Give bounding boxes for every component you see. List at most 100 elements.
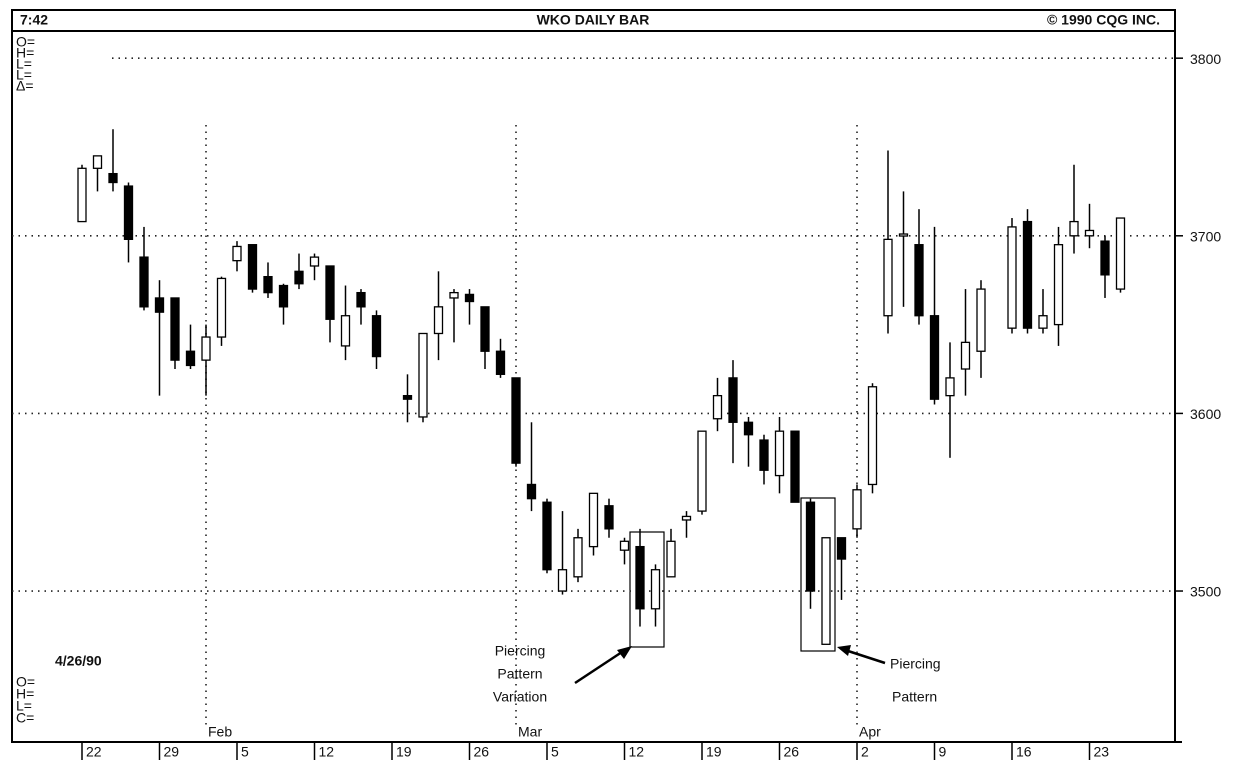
ohlc-label: Δ= <box>16 78 34 94</box>
candle-body <box>805 501 816 592</box>
candle-body <box>635 545 645 610</box>
candle-body <box>309 256 320 267</box>
chart-title: WKO DAILY BAR <box>537 12 650 28</box>
time: 7:42 <box>20 12 48 28</box>
candle-body <box>201 336 211 361</box>
candle-body <box>371 315 382 358</box>
x-tick-label: 22 <box>86 744 102 760</box>
x-tick-label: 9 <box>939 744 947 760</box>
candle-body <box>1022 220 1033 329</box>
candle-body <box>774 430 785 477</box>
candle-body <box>356 291 366 308</box>
candle-body <box>232 245 242 262</box>
annotation: Pattern <box>892 689 937 705</box>
x-tick-label: 19 <box>706 744 722 760</box>
arrow-head <box>837 645 851 656</box>
copyright: © 1990 CQG INC. <box>1047 12 1160 28</box>
candle-body <box>418 332 428 418</box>
candle-body <box>108 172 118 184</box>
x-tick-label: 26 <box>474 744 490 760</box>
candle-body <box>728 377 738 423</box>
candle-body <box>836 537 847 560</box>
ohlc-label: O= <box>16 674 35 690</box>
candle-body <box>542 501 552 571</box>
candle-body <box>573 537 583 578</box>
candle-body <box>139 256 149 308</box>
x-tick-label: 5 <box>241 744 249 760</box>
candle-body <box>294 270 304 285</box>
candle-body <box>216 277 227 338</box>
arrow <box>574 648 626 685</box>
month-label: Apr <box>859 724 881 740</box>
candle-body <box>852 489 862 530</box>
x-tick-label: 2 <box>861 744 869 760</box>
candle-body <box>402 394 413 400</box>
candle-body <box>340 315 351 347</box>
candle-body <box>650 569 661 610</box>
candle-body <box>92 155 103 169</box>
candle-body <box>929 315 940 400</box>
ohlc-label: O= <box>16 34 35 50</box>
ohlc-label: H= <box>16 45 34 61</box>
annotation: Pattern <box>497 666 542 682</box>
y-tick-label: 3500 <box>1190 584 1221 600</box>
y-tick-label: 3700 <box>1190 228 1221 244</box>
x-tick-label: 29 <box>164 744 180 760</box>
candle-body <box>1038 315 1048 329</box>
candle-body <box>557 569 568 592</box>
candle-body <box>511 377 521 464</box>
candle-body <box>712 394 723 420</box>
candle-body <box>464 293 475 303</box>
arrow <box>844 648 886 665</box>
candle-body <box>1100 240 1110 276</box>
y-tick-label: 3600 <box>1190 406 1221 422</box>
candle-body <box>604 505 614 530</box>
x-tick-label: 23 <box>1094 744 1110 760</box>
annotation: Piercing <box>495 643 546 659</box>
x-tick-label: 16 <box>1016 744 1032 760</box>
ohlc-label: L= <box>16 56 32 72</box>
candle-body <box>185 350 196 367</box>
candle-body <box>821 537 831 645</box>
ohlc-label: C= <box>16 710 34 726</box>
pattern-box <box>629 531 665 648</box>
candle-body <box>883 238 893 317</box>
month-label: Mar <box>518 724 542 740</box>
candle-body <box>976 288 986 352</box>
date-label: 4/26/90 <box>55 653 102 669</box>
candle-body <box>480 306 490 352</box>
candle-body <box>945 377 955 397</box>
candle-body <box>433 306 444 335</box>
x-tick-label: 12 <box>319 744 335 760</box>
candle-body <box>1084 229 1095 237</box>
candle-body <box>867 386 878 486</box>
candle-body <box>278 284 289 308</box>
x-tick-label: 5 <box>551 744 559 760</box>
candle-body <box>681 515 692 521</box>
y-tick-label: 3800 <box>1190 51 1221 67</box>
candle-body <box>449 291 459 299</box>
x-tick-label: 19 <box>396 744 412 760</box>
candle-body <box>154 297 165 313</box>
candle-body <box>1069 220 1079 237</box>
plot-frame <box>11 9 1176 743</box>
candle-body <box>666 540 676 578</box>
candle-body <box>759 439 769 471</box>
candle-body <box>588 492 599 548</box>
candle-body <box>1115 217 1126 290</box>
candle-body <box>247 244 258 290</box>
x-tick-label: 12 <box>629 744 645 760</box>
candle-body <box>1007 226 1017 329</box>
candle-body <box>898 233 909 237</box>
ohlc-label: H= <box>16 686 34 702</box>
candle-body <box>123 185 134 240</box>
candle-body <box>790 430 800 503</box>
candle-body <box>1053 244 1064 326</box>
candle-body <box>960 341 971 370</box>
x-tick-label: 26 <box>784 744 800 760</box>
annotation: Piercing <box>890 656 941 672</box>
candle-body <box>170 297 180 361</box>
ohlc-label: L= <box>16 698 32 714</box>
annotation: Variation <box>493 689 547 705</box>
